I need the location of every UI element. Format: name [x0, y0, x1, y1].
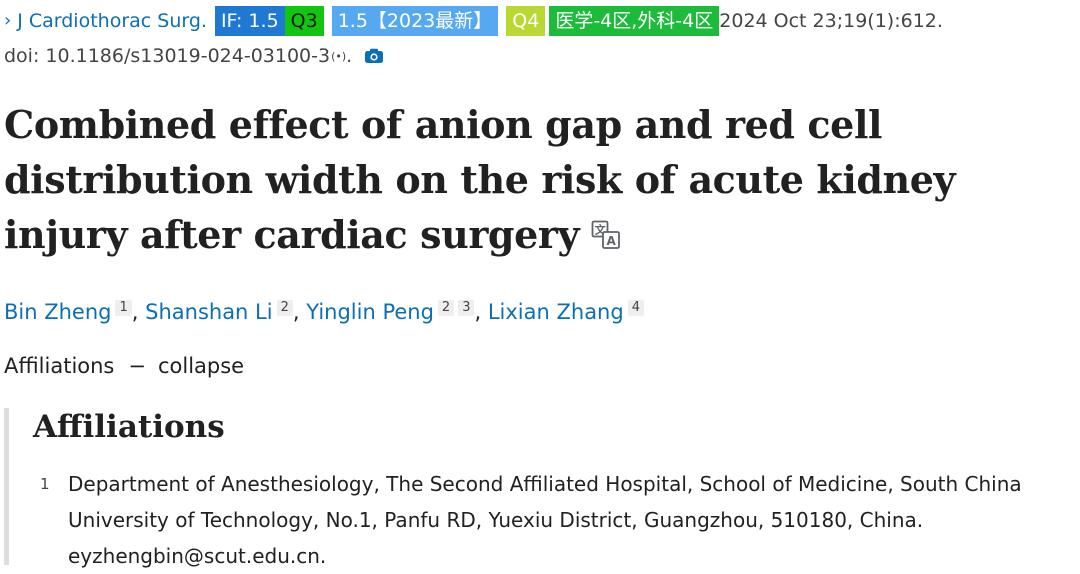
- translate-icon[interactable]: 文 A: [591, 220, 621, 250]
- author-separator: ,: [131, 300, 146, 324]
- affiliations-toggle-label: Affiliations: [4, 354, 115, 378]
- author-link[interactable]: Bin Zheng: [4, 300, 112, 324]
- citation-line: › J Cardiothorac Surg. IF: 1.5 Q3 1.5【20…: [4, 5, 943, 37]
- affiliations-toggle[interactable]: Affiliations − collapse: [4, 350, 244, 382]
- affiliation-item: 1 Department of Anesthesiology, The Seco…: [40, 466, 1080, 574]
- doi-period: .: [346, 45, 353, 67]
- affiliation-ref[interactable]: 2: [276, 300, 293, 316]
- affiliation-ref[interactable]: 2: [437, 300, 455, 316]
- article-title-text: Combined effect of anion gap and red cel…: [4, 102, 956, 257]
- affiliation-ref[interactable]: 3: [458, 300, 475, 316]
- doi-signal-icon: (•): [331, 49, 347, 63]
- camera-icon[interactable]: [364, 48, 384, 64]
- affiliations-border: [4, 408, 9, 565]
- citation-date: 2024 Oct 23;19(1):612.: [719, 10, 943, 32]
- doi-text[interactable]: doi: 10.1186/s13019-024-03100-3: [4, 45, 331, 67]
- affiliations-heading: Affiliations: [33, 409, 225, 445]
- impact-factor-badge: IF: 1.5: [214, 6, 285, 36]
- author-link[interactable]: Shanshan Li: [145, 300, 273, 324]
- author-link[interactable]: Yinglin Peng: [306, 300, 434, 324]
- author-list: Bin Zheng 1, Shanshan Li 2, Yinglin Peng 2 3…: [4, 296, 644, 328]
- author-separator: ,: [474, 300, 488, 324]
- cas-quartile-badge: Q4: [506, 6, 546, 36]
- collapse-dash-icon: −: [128, 354, 146, 378]
- affiliation-ref[interactable]: 4: [627, 300, 644, 316]
- affiliation-text: Department of Anesthesiology, The Second…: [68, 472, 1022, 568]
- article-title: Combined effect of anion gap and red cel…: [4, 97, 1074, 262]
- journal-link[interactable]: J Cardiothorac Surg.: [17, 10, 207, 32]
- collapse-link[interactable]: collapse: [157, 354, 245, 378]
- jcr-quartile-badge: Q3: [284, 6, 324, 36]
- author-link[interactable]: Lixian Zhang: [487, 300, 624, 324]
- doi-line: doi: 10.1186/s13019-024-03100-3 (•) .: [4, 41, 384, 71]
- author-separator: ,: [292, 300, 307, 324]
- affiliation-number: 1: [40, 475, 50, 493]
- latest-if-badge: 1.5【2023最新】: [331, 6, 499, 36]
- cas-category-badge: 医学-4区,外科-4区: [549, 6, 720, 36]
- svg-text:A: A: [607, 234, 617, 248]
- affiliation-ref[interactable]: 1: [115, 300, 132, 316]
- chevron-right-icon[interactable]: ›: [4, 10, 12, 31]
